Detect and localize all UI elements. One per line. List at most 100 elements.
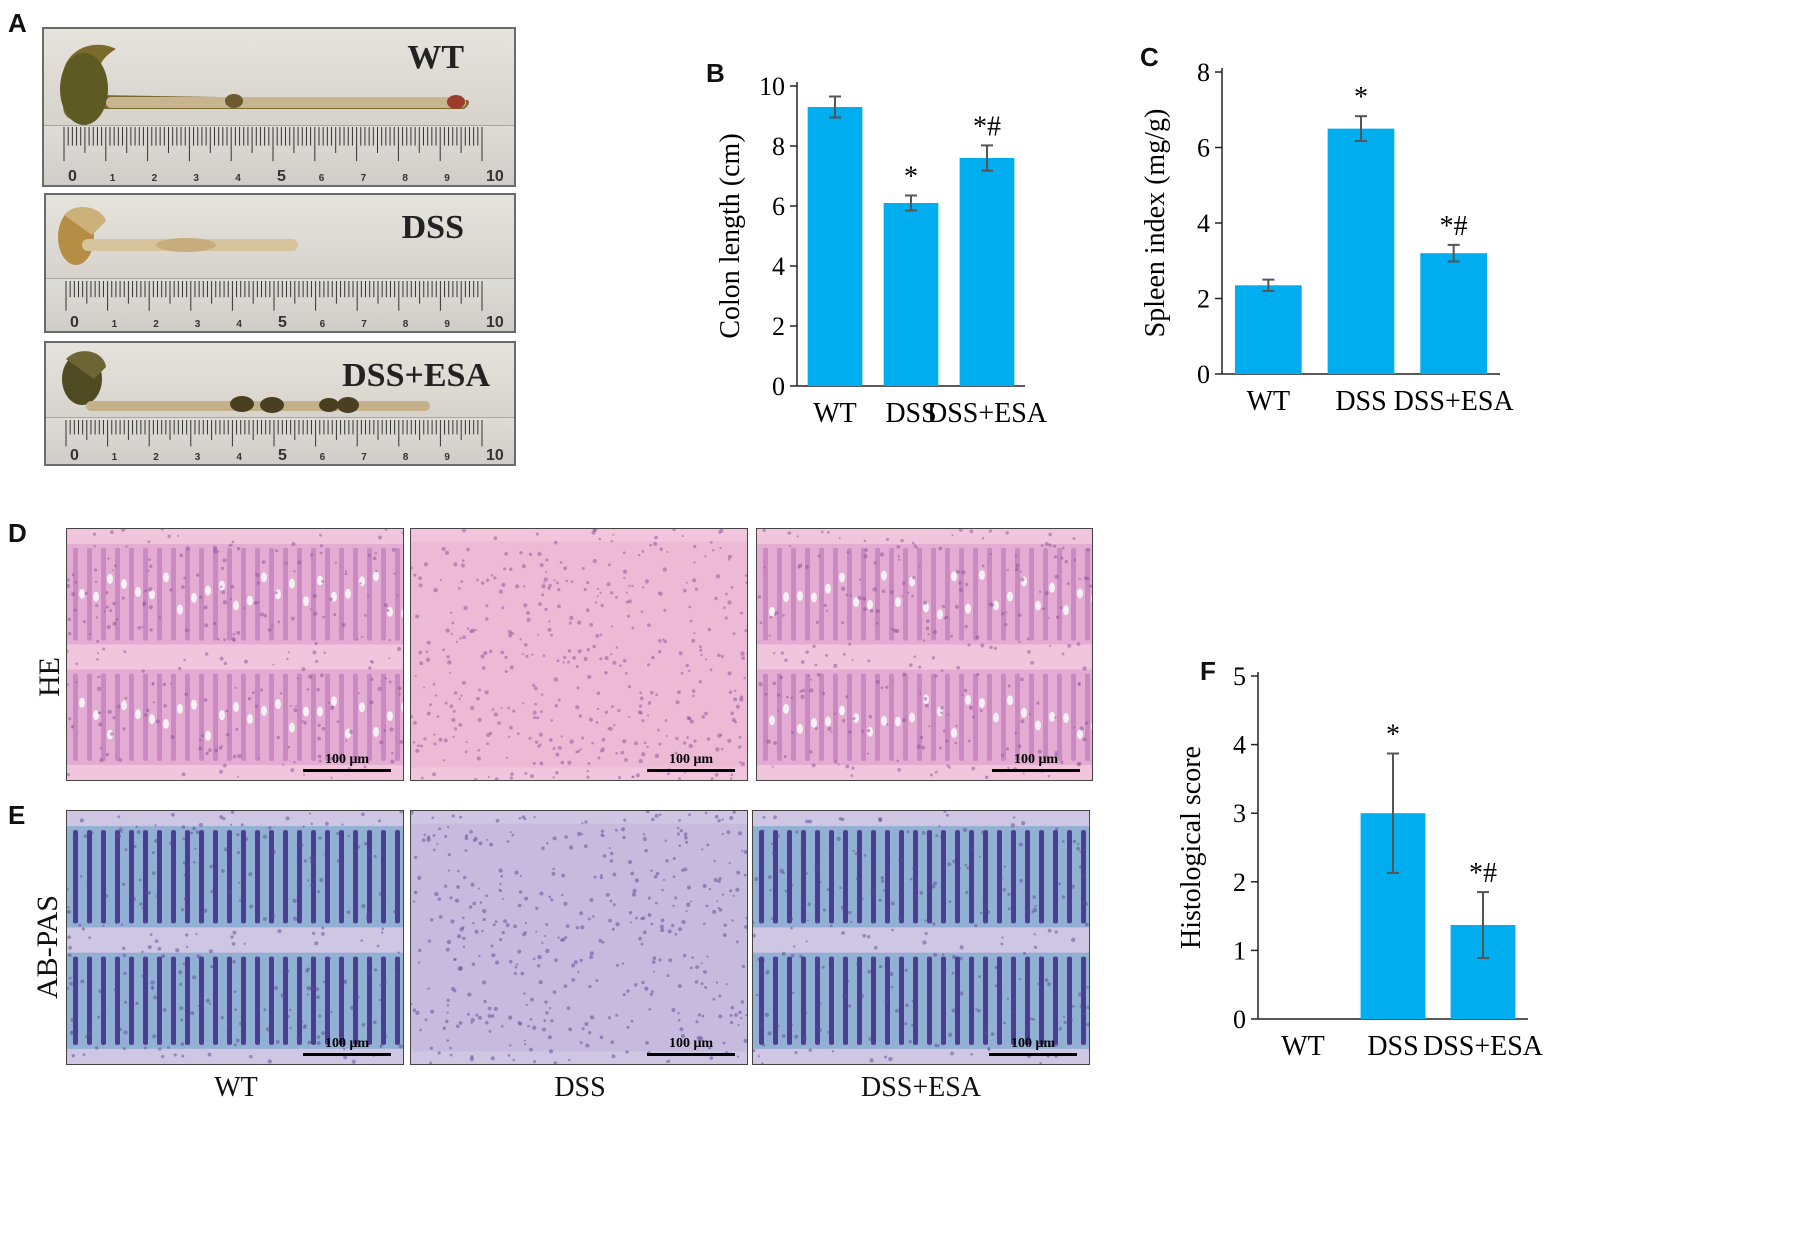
nucleus (67, 888, 69, 891)
nucleus (398, 1044, 403, 1049)
nucleus (674, 896, 678, 900)
nucleus (379, 1045, 382, 1048)
nucleus (827, 1030, 831, 1034)
nucleus (469, 829, 474, 834)
nucleus (1028, 712, 1031, 716)
y-axis-label: Histological score (1176, 746, 1207, 949)
nucleus (974, 924, 978, 928)
significance-mark: *# (1440, 211, 1468, 242)
nucleus (672, 856, 676, 861)
nucleus (795, 830, 799, 834)
goblet-cell (233, 702, 239, 713)
nucleus (767, 1031, 772, 1036)
nucleus (630, 871, 635, 876)
goblet-cell (177, 604, 183, 615)
nucleus (583, 844, 588, 849)
nucleus (866, 752, 870, 755)
crypt (833, 673, 838, 761)
nucleus (500, 1024, 504, 1028)
nucleus (140, 625, 144, 628)
nucleus (565, 579, 569, 583)
nucleus (470, 705, 475, 711)
ruler-number: 8 (403, 452, 409, 463)
nucleus (460, 580, 464, 583)
nucleus (138, 878, 142, 882)
nucleus (793, 945, 796, 948)
nucleus (794, 1051, 798, 1055)
y-tick-label: 2 (772, 312, 785, 341)
nucleus (118, 1027, 123, 1032)
crypt (87, 956, 92, 1045)
nucleus (178, 666, 182, 671)
nucleus (151, 987, 155, 990)
crypt (353, 830, 358, 924)
nucleus (1086, 1022, 1089, 1027)
nucleus (329, 597, 333, 601)
nucleus (121, 529, 126, 532)
crypt (87, 830, 92, 924)
nucleus (343, 1048, 346, 1051)
nucleus (666, 974, 670, 978)
nucleus (672, 904, 675, 908)
nucleus (629, 921, 632, 924)
nucleus (388, 680, 392, 684)
nucleus (593, 875, 597, 879)
nucleus (769, 615, 773, 619)
nucleus (584, 820, 588, 824)
nucleus (313, 611, 318, 616)
nucleus (532, 683, 536, 688)
nucleus (490, 944, 494, 948)
nucleus (1006, 997, 1010, 1000)
nucleus (940, 669, 944, 672)
nucleus (88, 936, 91, 940)
nucleus (951, 1008, 956, 1013)
nucleus (933, 881, 938, 886)
crypt (833, 548, 838, 641)
nucleus (878, 964, 883, 969)
nucleus (481, 929, 484, 933)
nucleus (248, 872, 253, 877)
colon-specimen (60, 44, 469, 125)
nucleus (944, 968, 947, 971)
nucleus (289, 704, 292, 707)
nucleus (397, 951, 400, 954)
nucleus (543, 1019, 547, 1023)
ruler-number: 10 (486, 447, 504, 464)
nucleus (285, 561, 288, 565)
nucleus (583, 587, 587, 592)
nucleus (541, 584, 546, 589)
nucleus (676, 832, 681, 836)
nucleus (501, 931, 505, 935)
nucleus (708, 887, 712, 891)
nucleus (931, 884, 936, 889)
nucleus (646, 714, 650, 717)
scale-bar-line (647, 1053, 735, 1056)
nucleus (144, 589, 148, 593)
nucleus (534, 740, 539, 744)
nucleus (969, 705, 972, 708)
nucleus (491, 953, 496, 958)
nucleus (529, 997, 534, 1002)
nucleus (939, 835, 943, 838)
nucleus (863, 854, 867, 857)
nucleus (160, 529, 164, 531)
nucleus (516, 732, 520, 736)
nucleus (532, 710, 537, 715)
nucleus (475, 1013, 479, 1017)
nucleus (784, 658, 788, 663)
nucleus (343, 1055, 348, 1060)
nucleus (889, 971, 894, 977)
nucleus (375, 569, 378, 573)
nucleus (180, 1042, 185, 1047)
nucleus (1076, 762, 1081, 767)
nucleus (770, 842, 773, 846)
nucleus (493, 712, 499, 717)
goblet-cell (965, 603, 971, 614)
crypt (129, 548, 134, 641)
nucleus (95, 616, 99, 619)
nucleus (378, 535, 383, 540)
nucleus (773, 613, 777, 616)
nucleus (433, 733, 436, 736)
nucleus (569, 739, 574, 744)
